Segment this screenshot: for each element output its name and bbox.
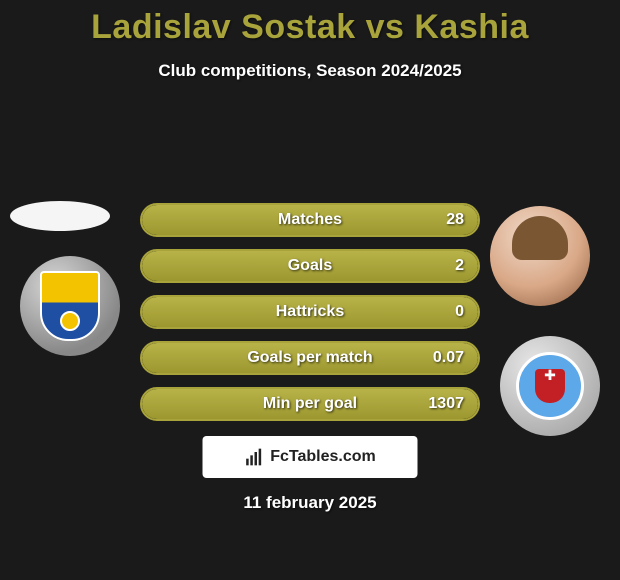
page-subtitle: Club competitions, Season 2024/2025 — [0, 61, 620, 81]
stat-bar-value: 28 — [446, 205, 464, 235]
stat-bar-label: Hattricks — [142, 297, 478, 327]
circle-badge-icon — [516, 352, 584, 420]
brand-badge: FcTables.com — [203, 436, 418, 478]
stat-bar: Goals2 — [140, 249, 480, 283]
stat-bar-value: 0.07 — [433, 343, 464, 373]
content-area: Matches28 Goals2 Hattricks0 Goals per match… — [0, 81, 620, 551]
stats-bars: Matches28 Goals2 Hattricks0 Goals per match… — [140, 203, 480, 433]
crest-icon — [535, 369, 565, 403]
stat-bar: Min per goal1307 — [140, 387, 480, 421]
bar-chart-icon — [244, 447, 264, 467]
player-left-club-badge — [20, 256, 120, 356]
shield-icon — [40, 271, 100, 341]
player-right-avatar — [490, 206, 590, 306]
stat-bar-label: Goals per match — [142, 343, 478, 373]
stat-bar-value: 0 — [455, 297, 464, 327]
brand-text: FcTables.com — [270, 448, 376, 466]
stat-bar: Hattricks0 — [140, 295, 480, 329]
stat-bar: Matches28 — [140, 203, 480, 237]
player-right-club-badge — [500, 336, 600, 436]
stat-bar-label: Goals — [142, 251, 478, 281]
date-text: 11 february 2025 — [0, 493, 620, 513]
stat-bar-value: 1307 — [428, 389, 464, 419]
stat-bar-label: Matches — [142, 205, 478, 235]
stat-bar-value: 2 — [455, 251, 464, 281]
stat-bar: Goals per match0.07 — [140, 341, 480, 375]
player-left-avatar-placeholder — [10, 201, 110, 231]
page-title: Ladislav Sostak vs Kashia — [0, 0, 620, 47]
